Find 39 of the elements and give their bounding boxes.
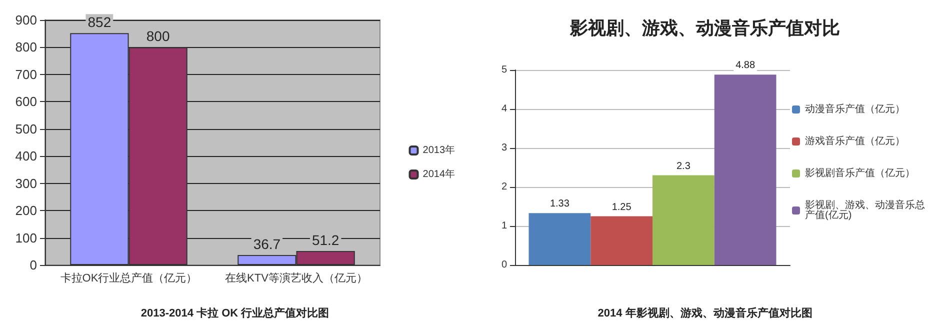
legend-label: 2013年 bbox=[422, 144, 456, 156]
data-label: 852 bbox=[88, 14, 112, 30]
text: 2013-2014 卡拉 OK 行业总产值对比图 bbox=[140, 306, 330, 320]
text: 2014 年影视剧、游戏、动漫音乐产值对比图 bbox=[598, 306, 812, 320]
y-tick-label: 100 bbox=[15, 230, 37, 246]
y-tick-label: 400 bbox=[15, 148, 37, 164]
legend-label: 动漫音乐产值（亿元） bbox=[805, 103, 905, 115]
bar bbox=[652, 175, 714, 265]
y-tick-label: 0 bbox=[501, 260, 508, 270]
bar bbox=[714, 74, 776, 265]
x-tick-label: 在线KTV等演艺收入（亿元） bbox=[225, 272, 368, 284]
data-label: 1.33 bbox=[550, 198, 570, 210]
y-tick-label: 900 bbox=[15, 12, 37, 28]
legend-label: 游戏音乐产值（亿元） bbox=[805, 135, 905, 147]
y-tick-label: 0 bbox=[30, 258, 37, 272]
y-tick-label: 500 bbox=[15, 121, 37, 136]
legend-label: 2014年 bbox=[422, 168, 456, 180]
bar bbox=[590, 216, 652, 265]
x-tick-label: 卡拉OK行业总产值（亿元） bbox=[60, 272, 198, 284]
legend-label: 影视剧、游戏、动漫音乐总产值(亿元) bbox=[805, 199, 925, 221]
y-tick-label: 200 bbox=[15, 203, 37, 218]
y-tick-label: 3 bbox=[501, 142, 508, 154]
bar bbox=[528, 213, 591, 265]
data-label: 1.25 bbox=[612, 202, 632, 213]
y-tick-label: 700 bbox=[15, 66, 37, 82]
y-tick-label: 2 bbox=[501, 182, 508, 192]
data-label: 36.7 bbox=[253, 236, 281, 252]
y-tick-label: 4 bbox=[501, 104, 508, 114]
legend-label: 影视剧音乐产值（亿元） bbox=[805, 167, 915, 179]
data-label: 4.88 bbox=[736, 60, 756, 72]
y-tick-label: 300 bbox=[15, 176, 37, 191]
data-label: 51.2 bbox=[312, 232, 340, 248]
data-label: 800 bbox=[146, 28, 170, 44]
y-tick-label: 800 bbox=[15, 40, 37, 55]
y-tick-label: 1 bbox=[501, 220, 508, 232]
chart-title: 影视剧、游戏、动漫音乐产值对比 bbox=[569, 18, 840, 38]
y-tick-label: 5 bbox=[501, 64, 508, 76]
data-label: 2.3 bbox=[676, 160, 691, 172]
y-tick-label: 600 bbox=[15, 94, 37, 110]
